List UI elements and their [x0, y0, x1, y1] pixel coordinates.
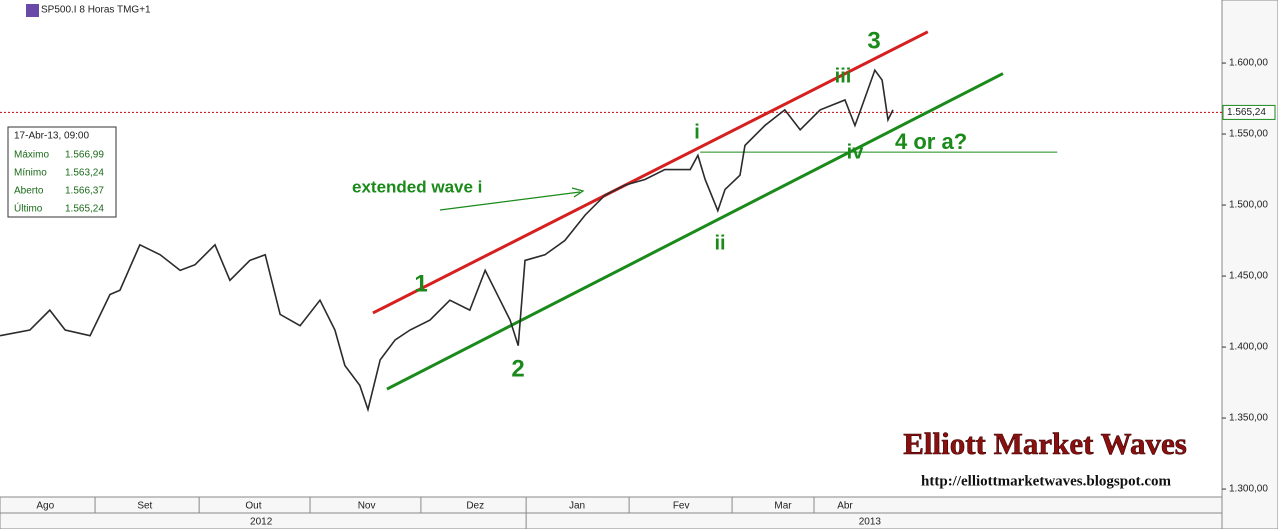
trend-line — [372, 30, 929, 315]
x-tick-label: Ago — [36, 501, 54, 512]
info-key: Aberto — [14, 186, 44, 197]
wave-label: 4 or a? — [895, 129, 967, 154]
info-key: Mínimo — [14, 168, 47, 179]
y-tick-label: 1.450,00 — [1229, 271, 1268, 282]
y-tick-label: 1.400,00 — [1229, 342, 1268, 353]
wave-label: ii — [714, 232, 725, 254]
price-line — [0, 68, 894, 413]
x-tick-label: Fev — [673, 501, 690, 512]
wave-label: 3 — [867, 27, 880, 54]
arrow — [439, 191, 581, 211]
arrow-head — [571, 187, 585, 198]
info-value: 1.566,37 — [65, 186, 104, 197]
info-date: 17-Abr-13, 09:00 — [14, 131, 89, 142]
symbol-icon — [26, 4, 39, 17]
wave-label: iii — [835, 65, 852, 87]
x-tick-label: Out — [245, 501, 261, 512]
price-tag — [1222, 104, 1276, 120]
wave-label: extended wave i — [352, 177, 482, 196]
info-box: 17-Abr-13, 09:00 Máximo 1.566,99 Mínimo 1.5… — [7, 126, 117, 218]
x-tick-label: Mar — [774, 501, 792, 512]
x-tick-label: Set — [137, 501, 152, 512]
info-frame — [7, 126, 117, 218]
trend-line — [386, 72, 1004, 391]
info-value: 1.566,99 — [65, 150, 104, 161]
wave-label: 1 — [414, 270, 427, 297]
year-label: 2012 — [250, 517, 273, 528]
y-tick-label: 1.350,00 — [1229, 413, 1268, 424]
y-tick-label: 1.500,00 — [1229, 200, 1268, 211]
info-key: Máximo — [14, 150, 49, 161]
wave-label: i — [694, 121, 700, 143]
wave-label: 2 — [511, 355, 524, 382]
y-tick-label: 1.550,00 — [1229, 129, 1268, 140]
y-tick-label: 1.600,00 — [1229, 58, 1268, 69]
x-tick-label: Dez — [466, 501, 484, 512]
y-tick-label: 1.300,00 — [1229, 484, 1268, 495]
watermark: Elliott Market Waves — [903, 426, 1187, 461]
x-tick-label: Abr — [837, 501, 853, 512]
info-value: 1.565,24 — [65, 204, 104, 215]
url: http://elliottmarketwaves.blogspot.com — [921, 473, 1171, 489]
year-label: 2013 — [859, 517, 882, 528]
y-axis-panel — [1221, 0, 1278, 529]
x-tick-label: Nov — [358, 501, 376, 512]
x-tick-label: Jan — [569, 501, 585, 512]
price-tag-label: 1.565,24 — [1227, 107, 1266, 118]
info-value: 1.563,24 — [65, 168, 104, 179]
chart-header: SP500.I 8 Horas TMG+1 — [41, 5, 151, 16]
info-key: Último — [14, 202, 43, 215]
wave-label: iv — [847, 141, 865, 163]
